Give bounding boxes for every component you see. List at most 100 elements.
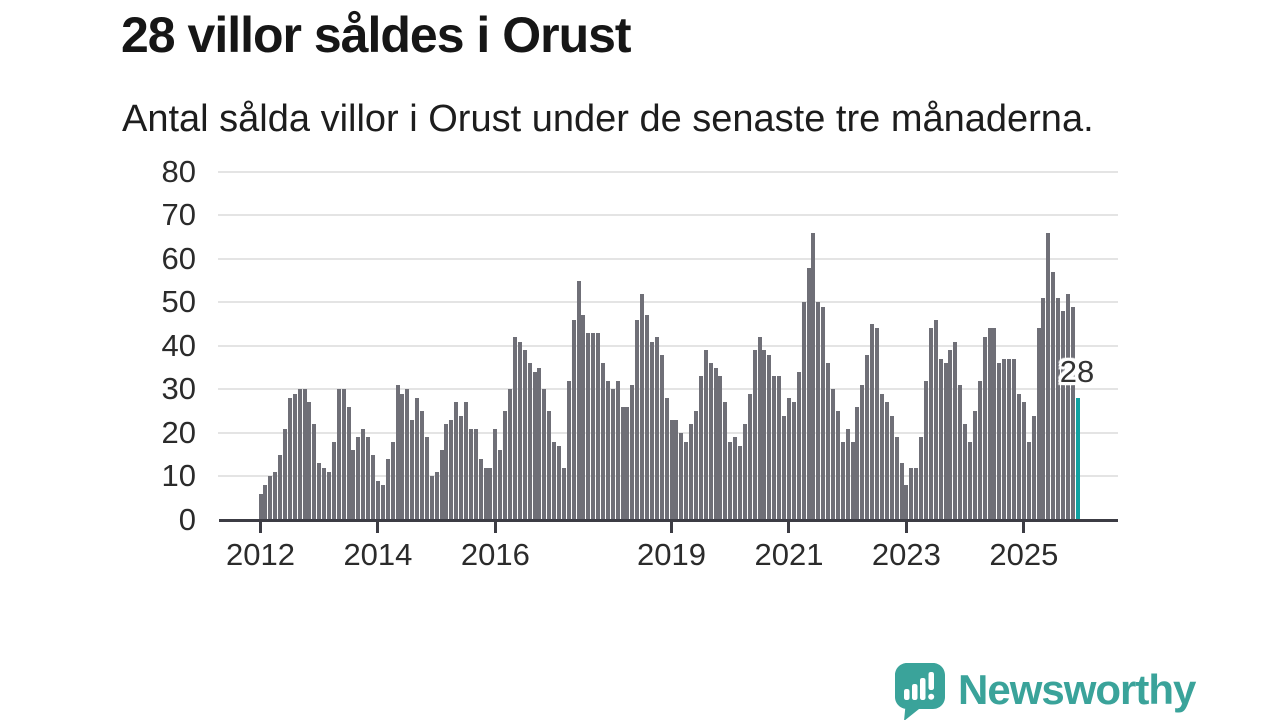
bar bbox=[395, 385, 400, 520]
bar bbox=[821, 306, 826, 520]
bar bbox=[772, 376, 777, 520]
bar bbox=[933, 319, 938, 520]
bar bbox=[875, 328, 880, 520]
bar bbox=[953, 341, 958, 520]
bar bbox=[777, 376, 782, 520]
bar bbox=[454, 402, 459, 520]
x-axis-tick bbox=[904, 522, 908, 533]
bar bbox=[845, 428, 850, 520]
brand-name: Newsworthy bbox=[958, 666, 1196, 713]
bar bbox=[552, 441, 557, 520]
x-axis-line bbox=[219, 519, 1118, 522]
bar bbox=[1016, 393, 1021, 520]
bar bbox=[713, 367, 718, 520]
bar bbox=[738, 446, 743, 520]
x-axis-tick-label: 2025 bbox=[989, 537, 1059, 572]
bar bbox=[987, 328, 992, 520]
bar bbox=[522, 350, 527, 520]
bar bbox=[708, 363, 713, 520]
bar bbox=[1026, 441, 1031, 520]
bar bbox=[835, 411, 840, 520]
bar bbox=[615, 380, 620, 520]
bar bbox=[527, 363, 532, 520]
gridline bbox=[218, 388, 1118, 391]
bar bbox=[786, 398, 791, 520]
bar bbox=[263, 485, 268, 520]
bar bbox=[571, 319, 576, 520]
bar bbox=[840, 441, 845, 520]
bar bbox=[468, 428, 473, 520]
gridline bbox=[218, 301, 1118, 304]
bar bbox=[1031, 415, 1036, 520]
bar bbox=[292, 393, 297, 520]
bar bbox=[336, 389, 341, 520]
bar bbox=[855, 406, 860, 520]
bar bbox=[826, 363, 831, 520]
bar bbox=[366, 437, 371, 520]
bar bbox=[312, 424, 317, 520]
x-axis-tick bbox=[670, 522, 674, 533]
bar bbox=[1070, 306, 1075, 520]
bar bbox=[331, 441, 336, 520]
bar bbox=[278, 454, 283, 520]
bar bbox=[635, 319, 640, 520]
highlighted-bar bbox=[1075, 398, 1080, 520]
bar bbox=[410, 419, 415, 520]
plot-area: 0 10 20 30 40 50 60 70 80 2012 2014 2016 2019 2021 20… bbox=[161, 154, 1118, 572]
bar bbox=[1036, 328, 1041, 520]
bar bbox=[542, 389, 547, 520]
bar bbox=[870, 324, 875, 520]
bar bbox=[400, 393, 405, 520]
y-axis-tick-label: 60 bbox=[161, 240, 196, 276]
bar bbox=[346, 406, 351, 520]
bar bbox=[498, 450, 503, 520]
bar bbox=[865, 354, 870, 520]
bar bbox=[586, 332, 591, 520]
bar bbox=[630, 385, 635, 520]
bar bbox=[919, 437, 924, 520]
gridline bbox=[218, 257, 1118, 260]
y-axis-tick-label: 20 bbox=[161, 414, 196, 450]
bar bbox=[415, 398, 420, 520]
bar bbox=[640, 293, 645, 520]
bar bbox=[405, 389, 410, 520]
bar bbox=[449, 419, 454, 520]
bar bbox=[356, 437, 361, 520]
y-axis-tick-label: 70 bbox=[161, 197, 196, 233]
bar bbox=[782, 415, 787, 520]
bar bbox=[1060, 311, 1065, 520]
bar bbox=[649, 341, 654, 520]
y-axis-tick-label: 40 bbox=[161, 327, 196, 363]
bar bbox=[596, 332, 601, 520]
bar bbox=[297, 389, 302, 520]
bar bbox=[806, 267, 811, 520]
bar bbox=[444, 424, 449, 520]
bar bbox=[273, 472, 278, 520]
bar bbox=[831, 389, 835, 520]
bar bbox=[322, 467, 327, 520]
bar bbox=[390, 441, 395, 520]
bar bbox=[992, 328, 997, 520]
bar bbox=[664, 398, 669, 520]
bar bbox=[801, 302, 806, 520]
bar bbox=[879, 393, 884, 520]
bar bbox=[791, 402, 796, 520]
bar bbox=[914, 467, 919, 520]
bar bbox=[556, 446, 561, 520]
bar bbox=[508, 389, 513, 520]
bar bbox=[287, 398, 292, 520]
bar bbox=[605, 380, 610, 520]
bar bbox=[889, 415, 894, 520]
bar bbox=[1012, 358, 1017, 520]
chart-subtitle: Antal sålda villor i Orust under de sena… bbox=[122, 98, 1094, 140]
bar bbox=[1065, 293, 1070, 520]
bar bbox=[493, 428, 498, 520]
bar bbox=[728, 441, 733, 520]
y-axis-tick-label: 30 bbox=[161, 371, 196, 407]
bar bbox=[943, 363, 948, 520]
bar bbox=[684, 441, 689, 520]
x-axis-tick bbox=[787, 522, 791, 533]
newsworthy-logo: Newsworthy bbox=[894, 662, 1196, 720]
bar bbox=[977, 380, 982, 520]
y-axis-tick-label: 50 bbox=[161, 284, 196, 320]
